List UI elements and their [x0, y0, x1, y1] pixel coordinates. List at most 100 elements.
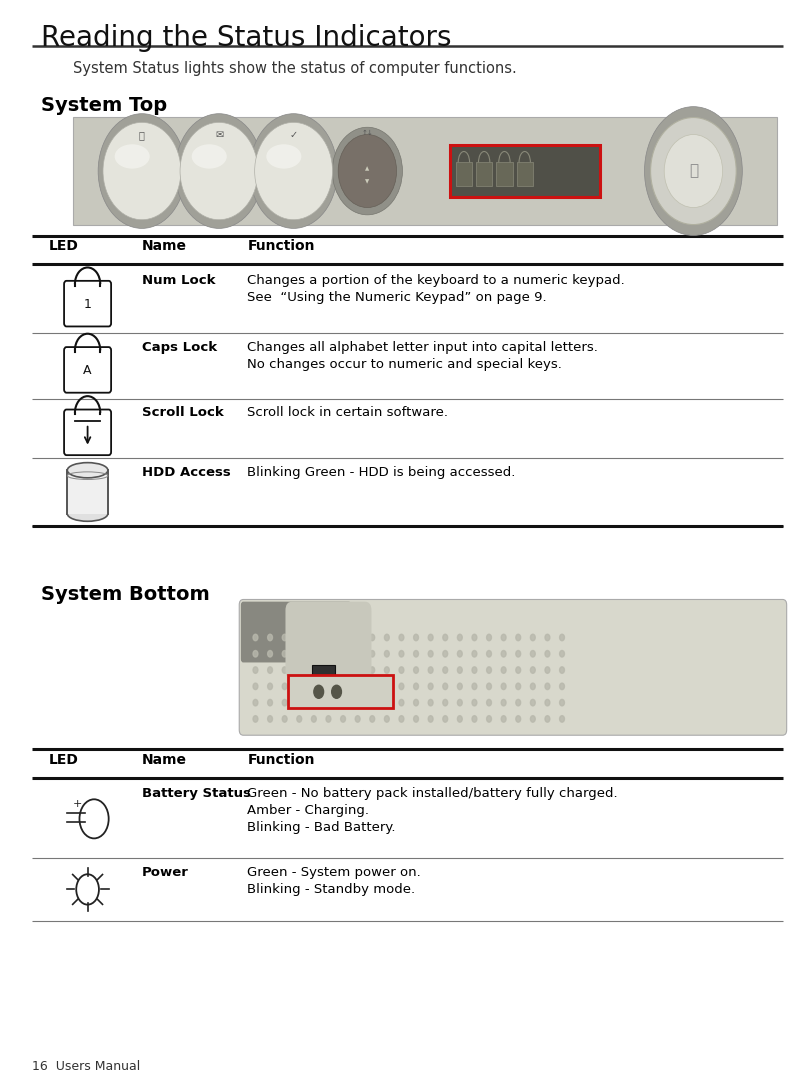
Circle shape: [311, 634, 316, 641]
Circle shape: [399, 667, 404, 673]
Circle shape: [428, 634, 433, 641]
Circle shape: [487, 634, 491, 641]
Circle shape: [560, 683, 564, 690]
Circle shape: [472, 716, 477, 722]
Circle shape: [501, 634, 506, 641]
Circle shape: [355, 651, 360, 657]
Circle shape: [253, 667, 258, 673]
Circle shape: [326, 699, 331, 706]
Circle shape: [297, 651, 302, 657]
Circle shape: [268, 634, 272, 641]
Ellipse shape: [338, 135, 397, 207]
Circle shape: [282, 716, 287, 722]
Text: Name: Name: [142, 239, 187, 253]
Circle shape: [341, 667, 345, 673]
Circle shape: [443, 634, 448, 641]
Circle shape: [560, 699, 564, 706]
Circle shape: [414, 651, 418, 657]
Circle shape: [414, 699, 418, 706]
Circle shape: [516, 634, 521, 641]
Text: ⓞ: ⓞ: [139, 130, 145, 140]
Ellipse shape: [645, 106, 742, 236]
Circle shape: [530, 667, 535, 673]
Circle shape: [530, 699, 535, 706]
Circle shape: [268, 699, 272, 706]
Bar: [496, 162, 513, 187]
Ellipse shape: [67, 506, 108, 521]
Circle shape: [341, 634, 345, 641]
Circle shape: [545, 667, 550, 673]
Ellipse shape: [114, 144, 150, 168]
Circle shape: [457, 651, 462, 657]
Text: 16  Users Manual: 16 Users Manual: [32, 1060, 140, 1073]
Text: Changes all alphabet letter input into capital letters.
No changes occur to nume: Changes all alphabet letter input into c…: [247, 341, 599, 371]
Circle shape: [516, 667, 521, 673]
Circle shape: [355, 716, 360, 722]
Circle shape: [545, 634, 550, 641]
Circle shape: [268, 683, 272, 690]
Text: ✓: ✓: [290, 130, 298, 140]
Circle shape: [560, 634, 564, 641]
Circle shape: [311, 683, 316, 690]
Circle shape: [443, 683, 448, 690]
Circle shape: [326, 634, 331, 641]
Ellipse shape: [191, 144, 227, 168]
Circle shape: [457, 716, 462, 722]
Ellipse shape: [180, 123, 258, 219]
Ellipse shape: [650, 117, 736, 225]
Bar: [456, 162, 472, 187]
Text: LED: LED: [49, 239, 79, 253]
Circle shape: [560, 667, 564, 673]
Circle shape: [370, 716, 375, 722]
Circle shape: [472, 699, 477, 706]
Circle shape: [384, 651, 389, 657]
Text: System Top: System Top: [41, 96, 167, 114]
Circle shape: [332, 685, 341, 698]
Circle shape: [268, 716, 272, 722]
Circle shape: [399, 699, 404, 706]
Circle shape: [282, 651, 287, 657]
Circle shape: [326, 651, 331, 657]
Ellipse shape: [333, 127, 402, 215]
Circle shape: [501, 699, 506, 706]
Text: Name: Name: [142, 753, 187, 767]
Ellipse shape: [103, 123, 181, 219]
Circle shape: [253, 716, 258, 722]
Circle shape: [501, 716, 506, 722]
Circle shape: [443, 699, 448, 706]
Circle shape: [268, 667, 272, 673]
Circle shape: [487, 667, 491, 673]
Text: +: +: [73, 798, 83, 809]
Circle shape: [516, 716, 521, 722]
Bar: [450, 144, 600, 198]
Circle shape: [530, 651, 535, 657]
Circle shape: [253, 699, 258, 706]
Circle shape: [457, 683, 462, 690]
Circle shape: [384, 716, 389, 722]
Circle shape: [297, 634, 302, 641]
Text: Power: Power: [142, 866, 189, 879]
Circle shape: [457, 667, 462, 673]
Bar: [476, 162, 492, 187]
Circle shape: [428, 651, 433, 657]
Circle shape: [311, 716, 316, 722]
Circle shape: [297, 699, 302, 706]
Circle shape: [297, 667, 302, 673]
Circle shape: [282, 683, 287, 690]
Text: ▼: ▼: [365, 179, 370, 185]
Text: HDD Access: HDD Access: [142, 466, 230, 479]
Text: Changes a portion of the keyboard to a numeric keypad.
See  “Using the Numeric K: Changes a portion of the keyboard to a n…: [247, 274, 625, 304]
Circle shape: [311, 667, 316, 673]
Circle shape: [341, 716, 345, 722]
Circle shape: [399, 716, 404, 722]
Text: Num Lock: Num Lock: [142, 274, 216, 287]
Circle shape: [472, 651, 477, 657]
Circle shape: [370, 667, 375, 673]
Ellipse shape: [175, 114, 263, 228]
Circle shape: [457, 634, 462, 641]
Text: Green - No battery pack installed/battery fully charged.
Amber - Charging.
Blink: Green - No battery pack installed/batter…: [247, 787, 618, 834]
Circle shape: [501, 667, 506, 673]
Circle shape: [297, 683, 302, 690]
Circle shape: [414, 667, 418, 673]
Circle shape: [530, 634, 535, 641]
